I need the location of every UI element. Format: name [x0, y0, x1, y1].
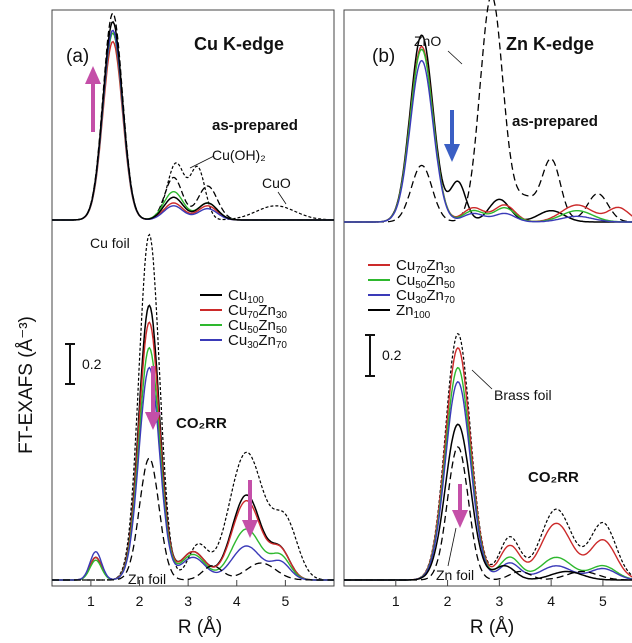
edge-title-a: Cu K-edge — [194, 34, 284, 54]
panel-a-curves — [52, 12, 334, 581]
curve-b-bot-zn100 — [344, 423, 632, 581]
arrow-down-a-1 — [145, 366, 161, 430]
arrow-up-a — [85, 66, 101, 132]
curve-a-bot-cu70zn30 — [52, 321, 334, 581]
x-axis-label-b: R (Å) — [470, 617, 514, 638]
annotation-cu-foil: Cu foil — [90, 235, 130, 251]
annotation-brass-foil: Brass foil — [494, 387, 552, 403]
curve-a-bot-zn-foil — [52, 457, 334, 581]
arrow-down-a-2 — [242, 480, 258, 538]
a-tick-label-1: 2 — [136, 593, 144, 609]
legend-a-label-2: Cu50Zn50 — [228, 317, 287, 336]
annotation-zn-foil-b: Zn foil — [436, 567, 474, 583]
legend-b-label-3: Zn100 — [396, 302, 431, 321]
panel-b-curves — [344, 0, 632, 581]
curve-b-bot-cu30zn70 — [344, 380, 632, 581]
b-tick-label-0: 1 — [392, 593, 400, 609]
annotation-cuoh2: Cu(OH)₂ — [212, 147, 266, 163]
curve-b-bot-zn-foil — [344, 446, 632, 581]
annotation-brass-foil-leader — [471, 369, 493, 390]
panel-a-frame — [51, 9, 335, 587]
legend-a-label-0: Cu100 — [228, 287, 264, 306]
annotation-cuoh2-leader — [189, 155, 215, 169]
panel-label-b: (b) — [372, 46, 395, 67]
curve-a-bot-cu50zn50 — [52, 346, 334, 581]
annotation-zn-foil-b-leader — [447, 527, 457, 567]
arrow-down-b-pink — [452, 484, 468, 528]
x-axis-label-a: R (Å) — [178, 617, 222, 638]
curve-b-bot-brass-foil — [344, 332, 632, 581]
b-tick-label-4: 5 — [599, 593, 607, 609]
curve-b-bot-cu50zn50 — [344, 366, 632, 581]
curve-a-top-cu100 — [52, 20, 334, 221]
panel-label-a: (a) — [66, 46, 89, 67]
arrow-down-b-blue — [444, 110, 460, 162]
y-axis-label: FT-EXAFS (Å⁻³) — [16, 316, 37, 454]
annotation-cuo: CuO — [262, 175, 291, 191]
legend-a-label-3: Cu30Zn70 — [228, 332, 287, 351]
b-tick-label-2: 3 — [495, 593, 503, 609]
b-tick-label-3: 4 — [547, 593, 555, 609]
annotation-zno-leader — [447, 50, 463, 65]
curve-b-top-cu30zn70 — [344, 59, 632, 223]
scale-bar-b: 0.2 — [365, 334, 402, 377]
legend-a-label-1: Cu70Zn30 — [228, 302, 287, 321]
section-label-b-top: as-prepared — [512, 113, 598, 130]
curve-b-top-cu70zn30 — [344, 45, 632, 223]
curve-b-top-cu50zn50 — [344, 48, 632, 223]
curve-a-bot-cu-foil — [52, 233, 334, 581]
legend-b-label-1: Cu50Zn50 — [396, 272, 455, 291]
scale-bar-b-label: 0.2 — [382, 347, 402, 363]
curve-a-bot-cu30zn70 — [52, 366, 334, 581]
section-label-b-bottom: CO₂RR — [528, 469, 579, 486]
a-tick-label-0: 1 — [87, 593, 95, 609]
curve-b-bot-cu70zn30 — [344, 347, 632, 581]
legend-b-label-0: Cu70Zn30 — [396, 257, 455, 276]
legend-b-label-2: Cu30Zn70 — [396, 287, 455, 306]
scale-bar-a: 0.2 — [65, 343, 102, 385]
section-label-a-top: as-prepared — [212, 117, 298, 134]
edge-title-b: Zn K-edge — [506, 34, 594, 54]
annotation-zn-foil-a: Zn foil — [128, 571, 166, 587]
x-ticks: 1 2 3 4 5 1 2 3 4 5 — [87, 580, 607, 609]
a-tick-label-4: 5 — [281, 593, 289, 609]
annotation-cuo-leader — [277, 191, 287, 205]
scale-bar-a-label: 0.2 — [82, 356, 102, 372]
b-tick-label-1: 2 — [444, 593, 452, 609]
annotation-zno: ZnO — [414, 33, 441, 49]
section-label-a-bottom: CO₂RR — [176, 415, 227, 432]
a-tick-label-2: 3 — [184, 593, 192, 609]
a-tick-label-3: 4 — [233, 593, 241, 609]
curve-a-bot-cu100 — [52, 304, 334, 581]
panel-b-frame — [343, 9, 632, 587]
